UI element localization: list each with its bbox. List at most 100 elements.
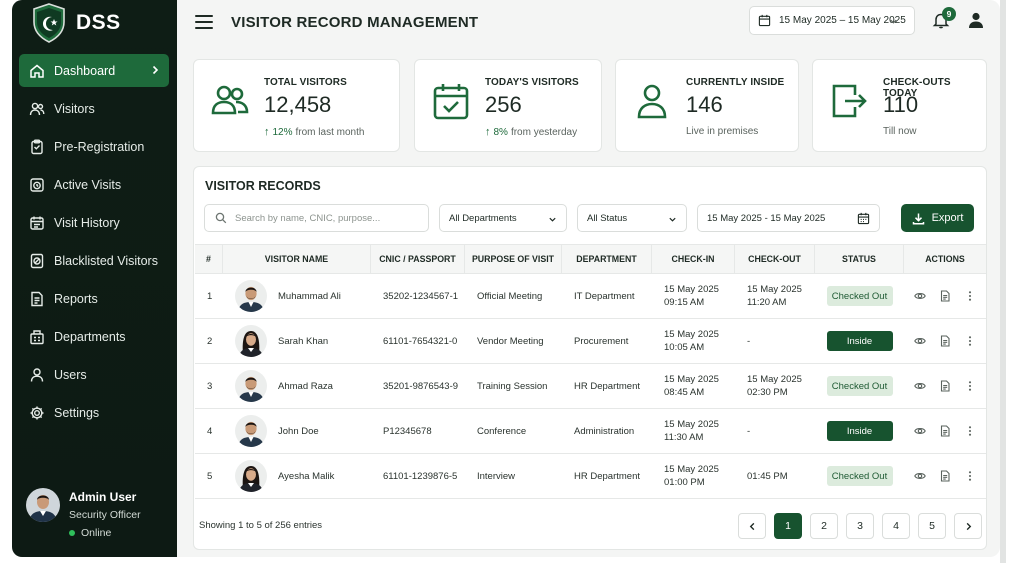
user-profile[interactable]: Admin User Security Officer Online bbox=[26, 488, 141, 539]
sidebar-item-pre-registration[interactable]: Pre-Registration bbox=[19, 130, 169, 163]
app-window: DSS Dashboard Visitors Pre-Registration … bbox=[12, 0, 1000, 557]
checkin-cell: 15 May 2025 11:30 AM bbox=[652, 409, 735, 453]
arrow-up-icon: ↑ bbox=[264, 126, 270, 138]
exit-icon bbox=[832, 84, 867, 118]
avatar bbox=[235, 280, 267, 312]
checkout-time: 02:30 PM bbox=[747, 387, 788, 398]
top-bar: VISITOR RECORD MANAGEMENT 15 May 2025 – … bbox=[177, 0, 1000, 44]
avatar bbox=[235, 460, 267, 492]
prev-page-button[interactable] bbox=[738, 513, 766, 539]
document-icon[interactable] bbox=[939, 425, 951, 437]
more-vertical-icon[interactable] bbox=[964, 380, 976, 392]
date-filter[interactable]: 15 May 2025 - 15 May 2025 bbox=[697, 204, 880, 232]
cnic-cell: P12345678 bbox=[383, 425, 432, 437]
department-filter-value: All Departments bbox=[449, 212, 517, 224]
calendar-icon bbox=[857, 212, 870, 225]
export-label: Export bbox=[931, 212, 964, 224]
table-row[interactable]: 5 Ayesha Malik 61101-1239876-5 Interview HR … bbox=[195, 454, 986, 499]
profile-role: Security Officer bbox=[69, 509, 141, 521]
sidebar-item-dashboard[interactable]: Dashboard bbox=[19, 54, 169, 87]
sidebar-item-visitors[interactable]: Visitors bbox=[19, 92, 169, 125]
stat-trend: ↑ 8% from yesterday bbox=[485, 126, 577, 138]
status-cell: Inside bbox=[815, 409, 904, 453]
arrow-up-icon: ↑ bbox=[485, 126, 491, 138]
chevron-right-icon bbox=[152, 65, 159, 75]
stat-trend-text: from last month bbox=[295, 126, 365, 138]
export-button[interactable]: Export bbox=[901, 204, 974, 232]
date-range-picker[interactable]: 15 May 2025 – 15 May 2025 bbox=[749, 6, 915, 35]
stats-cards: TOTAL VISITORS 12,458 ↑ 12% from last mont… bbox=[193, 59, 989, 152]
actions-cell bbox=[904, 409, 986, 453]
search-box[interactable] bbox=[204, 204, 429, 232]
document-icon[interactable] bbox=[939, 335, 951, 347]
visitor-name: Muhammad Ali bbox=[278, 290, 341, 302]
more-vertical-icon[interactable] bbox=[964, 425, 976, 437]
column-header: STATUS bbox=[815, 245, 904, 273]
sidebar-item-reports[interactable]: Reports bbox=[19, 282, 169, 315]
actions-cell bbox=[904, 319, 986, 363]
menu-icon[interactable] bbox=[195, 15, 213, 29]
more-vertical-icon[interactable] bbox=[964, 290, 976, 302]
checkin-date: 15 May 2025 bbox=[664, 284, 719, 295]
page-button[interactable]: 3 bbox=[846, 513, 874, 539]
stat-subtext: Till now bbox=[883, 126, 917, 137]
status-cell: Checked Out bbox=[815, 454, 904, 498]
more-vertical-icon[interactable] bbox=[964, 470, 976, 482]
visitor-table: # VISITOR NAME CNIC / PASSPORT PURPOSE O… bbox=[195, 244, 986, 499]
table-row[interactable]: 4 John Doe P12345678 Conference Administrati… bbox=[195, 409, 986, 454]
next-page-button[interactable] bbox=[954, 513, 982, 539]
sidebar-item-blacklisted-visitors[interactable]: Blacklisted Visitors bbox=[19, 244, 169, 277]
table-row[interactable]: 3 Ahmad Raza 35201-9876543-9 Training Sessi… bbox=[195, 364, 986, 409]
stat-card-total-visitors: TOTAL VISITORS 12,458 ↑ 12% from last mont… bbox=[193, 59, 400, 152]
table-row[interactable]: 1 Muhammad Ali 35202-1234567-1 Official Mee… bbox=[195, 274, 986, 319]
sidebar-item-departments[interactable]: Departments bbox=[19, 320, 169, 353]
search-input[interactable] bbox=[235, 212, 415, 224]
eye-icon[interactable] bbox=[914, 290, 926, 302]
sidebar-item-label: Visit History bbox=[54, 215, 120, 230]
checkin-date: 15 May 2025 bbox=[664, 419, 719, 430]
date-filter-value: 15 May 2025 - 15 May 2025 bbox=[707, 212, 826, 224]
table-row[interactable]: 2 Sarah Khan 61101-7654321-0 Vendor Meeting… bbox=[195, 319, 986, 364]
page-button[interactable]: 4 bbox=[882, 513, 910, 539]
checkin-time: 08:45 AM bbox=[664, 387, 705, 398]
date-range-value: 15 May 2025 – 15 May 2025 bbox=[779, 15, 906, 26]
sidebar-item-settings[interactable]: Settings bbox=[19, 396, 169, 429]
department-filter[interactable]: All Departments bbox=[439, 204, 567, 232]
stat-card-currently-inside: CURRENTLY INSIDE 146 Live in premises bbox=[615, 59, 799, 152]
brand: DSS bbox=[12, 0, 177, 46]
more-vertical-icon[interactable] bbox=[964, 335, 976, 347]
status-filter-value: All Status bbox=[587, 212, 628, 224]
eye-icon[interactable] bbox=[914, 380, 926, 392]
sidebar-item-active-visits[interactable]: Active Visits bbox=[19, 168, 169, 201]
eye-icon[interactable] bbox=[914, 470, 926, 482]
sidebar-item-visit-history[interactable]: Visit History bbox=[19, 206, 169, 239]
stat-value: 256 bbox=[485, 92, 522, 117]
document-icon[interactable] bbox=[939, 380, 951, 392]
users-icon bbox=[211, 85, 249, 115]
avatar bbox=[26, 488, 60, 522]
chevron-down-icon bbox=[669, 217, 676, 222]
status-badge: Checked Out bbox=[826, 286, 893, 306]
actions-cell bbox=[904, 454, 986, 498]
page-button[interactable]: 5 bbox=[918, 513, 946, 539]
status-cell: Checked Out bbox=[815, 274, 904, 318]
checkin-time: 11:30 AM bbox=[664, 432, 704, 443]
ban-file-icon bbox=[30, 253, 44, 268]
sidebar-item-users[interactable]: Users bbox=[19, 358, 169, 391]
purpose-cell: Interview bbox=[477, 470, 516, 482]
page-button[interactable]: 2 bbox=[810, 513, 838, 539]
eye-icon[interactable] bbox=[914, 335, 926, 347]
page-button[interactable]: 1 bbox=[774, 513, 802, 539]
checkin-time: 10:05 AM bbox=[664, 342, 705, 353]
status-filter[interactable]: All Status bbox=[577, 204, 687, 232]
checkout-cell: 15 May 2025 02:30 PM bbox=[735, 364, 815, 408]
eye-icon[interactable] bbox=[914, 425, 926, 437]
document-icon[interactable] bbox=[939, 290, 951, 302]
checkout-time: 01:45 PM bbox=[747, 470, 788, 482]
status-cell: Checked Out bbox=[815, 364, 904, 408]
document-icon[interactable] bbox=[939, 470, 951, 482]
sidebar-item-label: Settings bbox=[54, 405, 100, 420]
cnic-cell: 61101-1239876-5 bbox=[383, 470, 458, 482]
actions-cell bbox=[904, 274, 986, 318]
user-icon[interactable] bbox=[967, 11, 985, 29]
